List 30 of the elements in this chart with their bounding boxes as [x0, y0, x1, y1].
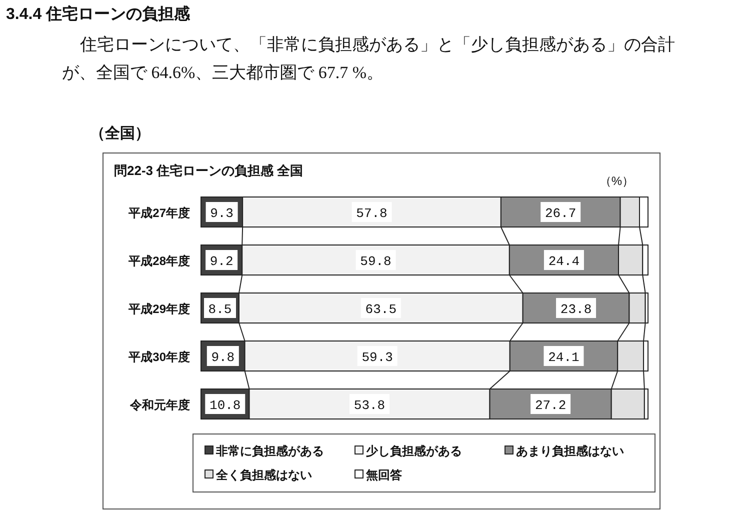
y-tick-label: 令和元年度 [129, 398, 190, 412]
y-tick-label: 平成27年度 [128, 206, 190, 220]
data-label: 59.3 [362, 350, 393, 365]
chart-subtitle: 住宅ローンについて、「非常に負担感がある」と「少し負担感がある」の合計が、全国で 64.6%、三大都市圏で 67.7 %。 [62, 34, 676, 84]
data-label: 27.2 [534, 398, 566, 413]
y-tick-label: 平成28年度 [128, 254, 190, 268]
legend-label: 無回答 [365, 468, 403, 482]
legend-label: 少し負担感がある [365, 444, 462, 458]
y-tick-label: 平成30年度 [128, 350, 190, 364]
data-label: 24.4 [548, 254, 580, 269]
data-label: 63.5 [365, 302, 397, 317]
chart-title: 3.4.4 住宅ローンの負担感 [6, 4, 190, 25]
y-tick-label: 平成29年度 [128, 302, 190, 316]
data-label: 9.2 [210, 254, 234, 269]
legend-label: 非常に負担感がある [215, 444, 324, 458]
text: 問22-3 住宅ローンの負担感 全国 [114, 163, 304, 178]
data-label: 9.3 [210, 206, 234, 221]
data-label: 53.8 [354, 398, 386, 413]
data-label: 8.5 [208, 302, 232, 317]
data-label: 23.8 [560, 302, 592, 317]
data-label: 24.1 [548, 350, 580, 365]
text: （全国） [90, 125, 150, 142]
data-label: 59.8 [360, 254, 392, 269]
data-label: 9.8 [211, 350, 235, 365]
data-label: 10.8 [210, 398, 241, 413]
data-label: 26.7 [545, 206, 576, 221]
data-label: 57.8 [356, 206, 388, 221]
legend-label: 全く負担感はない [215, 468, 312, 482]
legend-label: あまり負担感はない [516, 444, 624, 458]
text: （%） [599, 174, 634, 188]
